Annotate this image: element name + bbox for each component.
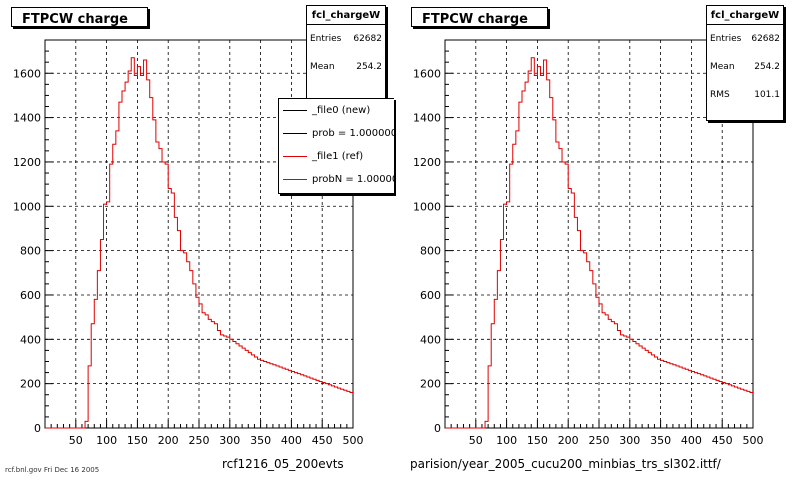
left-x-tick-label: 50 <box>69 434 83 447</box>
right-stats-row-rms: RMS 101.1 <box>707 81 783 109</box>
right-y-tick-label: 1000 <box>413 200 441 213</box>
left-histogram-series-0 <box>45 57 353 429</box>
right-y-tick-label: 200 <box>420 378 441 391</box>
left-x-tick-label: 150 <box>127 434 148 447</box>
legend-swatch-ref <box>283 156 307 157</box>
right-y-tick-label: 0 <box>434 422 441 435</box>
legend-entry-probn: probN = 1.000000 <box>279 168 394 191</box>
right-x-tick-label: 500 <box>743 434 764 447</box>
right-histogram-pad: 50 100 150 200 250 300 350 400 450 500 0 200 400 600 8… <box>400 0 800 480</box>
left-y-tick-label: 1200 <box>13 156 41 169</box>
left-y-tick-label: 1600 <box>13 67 41 80</box>
right-x-tick-label: 350 <box>650 434 671 447</box>
left-y-tick-label: 600 <box>20 289 41 302</box>
right-stats-rms-value: 101.1 <box>754 90 780 100</box>
left-stats-entries-value: 62682 <box>353 34 382 44</box>
legend-entry-prob: prob = 1.000000 <box>279 122 394 145</box>
right-stats-row-mean: Mean 254.2 <box>707 53 783 81</box>
right-stats-rms-label: RMS <box>710 90 730 100</box>
right-stats-box: fcl_chargeW Entries 62682 Mean 254.2 RMS… <box>706 5 784 121</box>
left-histogram-pad: 50 100 150 200 250 300 350 400 450 500 0 200 400 600 8… <box>11 5 394 471</box>
left-y-tick-label: 400 <box>20 333 41 346</box>
left-x-tick-label: 400 <box>281 434 302 447</box>
right-y-tick-label: 800 <box>420 245 441 258</box>
left-y-tick-label: 0 <box>34 422 41 435</box>
right-histogram-svg: 50 100 150 200 250 300 350 400 450 500 0 200 400 600 8… <box>413 39 764 447</box>
left-stats-mean-label: Mean <box>310 62 335 72</box>
right-x-tick-label: 150 <box>527 434 548 447</box>
right-stats-row-entries: Entries 62682 <box>707 25 783 53</box>
left-stats-entries-label: Entries <box>310 34 342 44</box>
left-stats-row-entries: Entries 62682 <box>307 25 385 53</box>
legend-entry-ref: _file1 (ref) <box>279 145 394 168</box>
right-stats-entries-value: 62682 <box>751 34 780 44</box>
footer-text: rcf.bnl.gov Fri Dec 16 2005 <box>5 466 100 474</box>
right-x-tick-label: 450 <box>712 434 733 447</box>
legend-swatch-prob <box>283 133 307 134</box>
right-y-tick-label: 1400 <box>413 112 441 125</box>
right-x-axis-title: parision/year_2005_cucu200_minbias_trs_s… <box>410 457 721 471</box>
left-histogram-title: FTPCW charge <box>11 7 148 27</box>
left-stats-row-mean: Mean 254.2 <box>307 53 385 81</box>
left-y-tick-label: 1000 <box>13 200 41 213</box>
left-x-tick-label: 100 <box>96 434 117 447</box>
right-x-tick-label: 300 <box>619 434 640 447</box>
legend-entry-new: _file0 (new) <box>279 99 394 122</box>
right-stats-mean-label: Mean <box>710 62 735 72</box>
legend-label-probn: probN = 1.000000 <box>312 174 394 185</box>
left-y-tick-label: 800 <box>20 245 41 258</box>
left-x-tick-label: 500 <box>343 434 364 447</box>
left-stats-title: fcl_chargeW <box>307 6 385 25</box>
right-histogram-title: FTPCW charge <box>411 7 548 27</box>
left-x-axis-title: rcf1216_05_200evts <box>222 457 344 471</box>
left-x-tick-label: 350 <box>250 434 271 447</box>
legend-swatch-new <box>283 110 307 111</box>
right-x-tick-label: 100 <box>496 434 517 447</box>
left-x-tick-label: 200 <box>158 434 179 447</box>
legend-label-prob: prob = 1.000000 <box>312 128 394 139</box>
right-x-tick-label: 400 <box>681 434 702 447</box>
right-stats-title: fcl_chargeW <box>707 6 783 25</box>
right-x-tick-label: 50 <box>469 434 483 447</box>
right-x-tick-label: 250 <box>589 434 610 447</box>
right-y-tick-label: 400 <box>420 333 441 346</box>
left-y-tick-label: 200 <box>20 378 41 391</box>
legend-swatch-probn <box>283 179 307 180</box>
legend-label-new: _file0 (new) <box>312 105 371 116</box>
right-stats-entries-label: Entries <box>710 34 742 44</box>
right-x-tick-label: 200 <box>558 434 579 447</box>
left-x-tick-label: 300 <box>219 434 240 447</box>
right-stats-mean-value: 254.2 <box>754 62 780 72</box>
left-x-tick-label: 450 <box>312 434 333 447</box>
right-y-tick-label: 1200 <box>413 156 441 169</box>
left-x-tick-label: 250 <box>189 434 210 447</box>
right-y-tick-label: 600 <box>420 289 441 302</box>
left-y-tick-label: 1400 <box>13 112 41 125</box>
right-histogram-series-0 <box>445 57 753 429</box>
left-stats-mean-value: 254.2 <box>356 62 382 72</box>
legend-label-ref: _file1 (ref) <box>312 151 364 162</box>
right-y-tick-label: 1600 <box>413 67 441 80</box>
left-legend: _file0 (new) prob = 1.000000 _file1 (ref… <box>278 98 394 194</box>
left-stats-box: fcl_chargeW Entries 62682 Mean 254.2 <box>306 5 386 101</box>
